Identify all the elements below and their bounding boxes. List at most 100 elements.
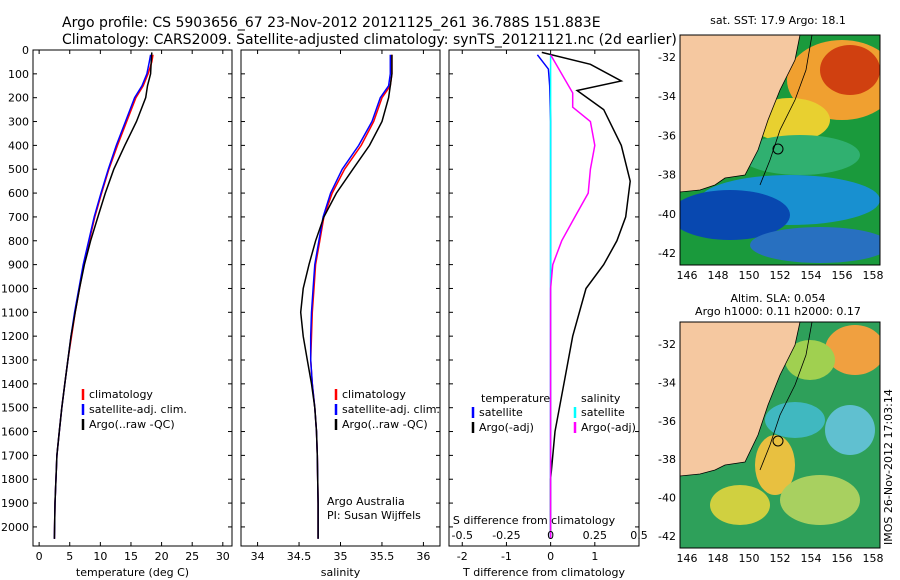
depth-tick-label: 400 xyxy=(8,139,29,152)
legend-label: Argo(..raw -QC) xyxy=(89,418,175,431)
depth-tick-label: 200 xyxy=(8,92,29,105)
legend-group-title: temperature xyxy=(481,392,550,405)
depth-tick-label: 1000 xyxy=(1,282,29,295)
map-lon-tick-label: 146 xyxy=(677,552,698,565)
imos-timestamp: IMOS 26-Nov-2012 17:03:14 xyxy=(882,389,895,545)
legend-label: Argo(-adj) xyxy=(581,421,636,434)
depth-tick-label: 1300 xyxy=(1,354,29,367)
temperature-xtick-label: 15 xyxy=(124,550,138,563)
sla-map xyxy=(679,321,881,549)
map-lat-tick-label: -34 xyxy=(658,376,676,389)
sla-low-east xyxy=(825,405,875,455)
temperature-xlabel: temperature (deg C) xyxy=(76,566,189,579)
sla-shelf-contour xyxy=(759,322,813,471)
salinity-xtick-label: 34 xyxy=(251,550,265,563)
sla-high-ne xyxy=(825,325,880,375)
salinity-xlabel: salinity xyxy=(321,566,361,579)
sst-south-region xyxy=(750,227,880,263)
map-lon-tick-label: 152 xyxy=(770,552,791,565)
sla-south-west xyxy=(710,485,770,525)
s-difference-tick-label: -0.5 xyxy=(452,529,473,542)
sla-mid-south xyxy=(780,475,860,525)
depth-tick-label: 1500 xyxy=(1,402,29,415)
s-difference-label: S difference from climatology xyxy=(453,514,616,527)
temperature-xtick-label: 5 xyxy=(66,550,73,563)
legend-label: Argo(..raw -QC) xyxy=(342,418,428,431)
s-difference-tick-label: 0 xyxy=(547,529,554,542)
sla-high-float xyxy=(755,435,795,495)
difference-axes-frame xyxy=(448,49,640,547)
depth-tick-label: 700 xyxy=(8,211,29,224)
depth-tick-label: 0 xyxy=(22,44,29,57)
depth-tick-label: 1400 xyxy=(1,378,29,391)
sst-shelf-contour xyxy=(759,35,813,186)
series-argo-raw-qc- xyxy=(299,54,393,539)
sst-mid-band xyxy=(740,135,860,175)
s-difference-tick-label: 0.5 xyxy=(630,529,648,542)
temperature-xtick-label: 10 xyxy=(93,550,107,563)
sla-map-frame xyxy=(679,321,881,549)
header-line2: Climatology: CARS2009. Satellite-adjuste… xyxy=(62,32,677,48)
legend-label: Argo(-adj) xyxy=(479,421,534,434)
map-lon-tick-label: 148 xyxy=(708,269,729,282)
map-lat-tick-label: -42 xyxy=(658,530,676,543)
sla-map-subtitle: Argo h1000: 0.11 h2000: 0.17 xyxy=(695,305,861,318)
depth-tick-label: 1900 xyxy=(1,497,29,510)
salinity-xtick-label: 35 xyxy=(334,550,348,563)
legend-group-title: salinity xyxy=(581,392,621,405)
legend-label: climatology xyxy=(342,388,406,401)
legend-label: satellite-adj. clim. xyxy=(342,403,440,416)
depth-tick-label: 1200 xyxy=(1,330,29,343)
salinity-annotation: Argo Australia xyxy=(327,495,405,508)
map-lat-tick-label: -38 xyxy=(658,453,676,466)
map-lon-tick-label: 150 xyxy=(739,552,760,565)
difference-plot: -2 -1 0 1 T difference from climatology tempe… xyxy=(448,49,648,579)
map-lat-tick-label: -42 xyxy=(658,247,676,260)
sst-hot-region xyxy=(820,45,880,95)
salinity-axes-frame xyxy=(240,49,441,547)
map-lat-tick-label: -32 xyxy=(658,338,676,351)
sla-mid-n xyxy=(785,340,835,380)
depth-tick-label: 100 xyxy=(8,68,29,81)
map-lon-tick-label: 154 xyxy=(801,552,822,565)
difference-xtick-label: 0 xyxy=(547,550,554,563)
sla-float-marker xyxy=(772,435,784,447)
depth-tick-label: 900 xyxy=(8,259,29,272)
temperature-xtick-label: 25 xyxy=(185,550,199,563)
sst-map-title: sat. SST: 17.9 Argo: 18.1 xyxy=(710,14,846,27)
sla-map-title: Altim. SLA: 0.054 xyxy=(730,292,825,305)
depth-tick-label: 2000 xyxy=(1,521,29,534)
map-lon-tick-label: 156 xyxy=(832,552,853,565)
map-lon-tick-label: 150 xyxy=(739,269,760,282)
salinity-xtick-label: 36 xyxy=(416,550,430,563)
depth-tick-label: 600 xyxy=(8,187,29,200)
map-lon-tick-label: 148 xyxy=(708,552,729,565)
sst-map-frame xyxy=(679,34,881,266)
map-lat-tick-label: -40 xyxy=(658,492,676,505)
temperature-plot: 0 5 10 15 20 25 30 temperature (deg C) 0 100 200 30… xyxy=(1,44,233,579)
legend-label: satellite xyxy=(581,406,625,419)
map-lon-tick-label: 146 xyxy=(677,269,698,282)
series-salinity-argo-adj- xyxy=(549,54,596,539)
temperature-axes-frame xyxy=(32,49,233,547)
depth-tick-label: 500 xyxy=(8,163,29,176)
salinity-annotation: PI: Susan Wijffels xyxy=(327,509,421,522)
sla-australia-land xyxy=(680,322,801,477)
sst-float-marker xyxy=(772,143,784,155)
sla-low-mid xyxy=(765,402,825,438)
map-lat-tick-label: -36 xyxy=(658,415,676,428)
map-lon-tick-label: 158 xyxy=(863,269,884,282)
temperature-xtick-label: 20 xyxy=(155,550,169,563)
depth-tick-label: 800 xyxy=(8,235,29,248)
sst-australia-land xyxy=(680,35,801,193)
temperature-xtick-label: 0 xyxy=(36,550,43,563)
map-lat-tick-label: -36 xyxy=(658,129,676,142)
depth-tick-label: 300 xyxy=(8,116,29,129)
sst-map xyxy=(679,34,881,266)
difference-xlabel: T difference from climatology xyxy=(462,566,625,579)
header-line1: Argo profile: CS 5903656_67 23-Nov-2012 … xyxy=(62,15,601,31)
map-lon-tick-label: 154 xyxy=(801,269,822,282)
series-temperature-argo-adj- xyxy=(541,51,631,539)
legend-label: satellite-adj. clim. xyxy=(89,403,187,416)
map-lat-tick-label: -38 xyxy=(658,169,676,182)
